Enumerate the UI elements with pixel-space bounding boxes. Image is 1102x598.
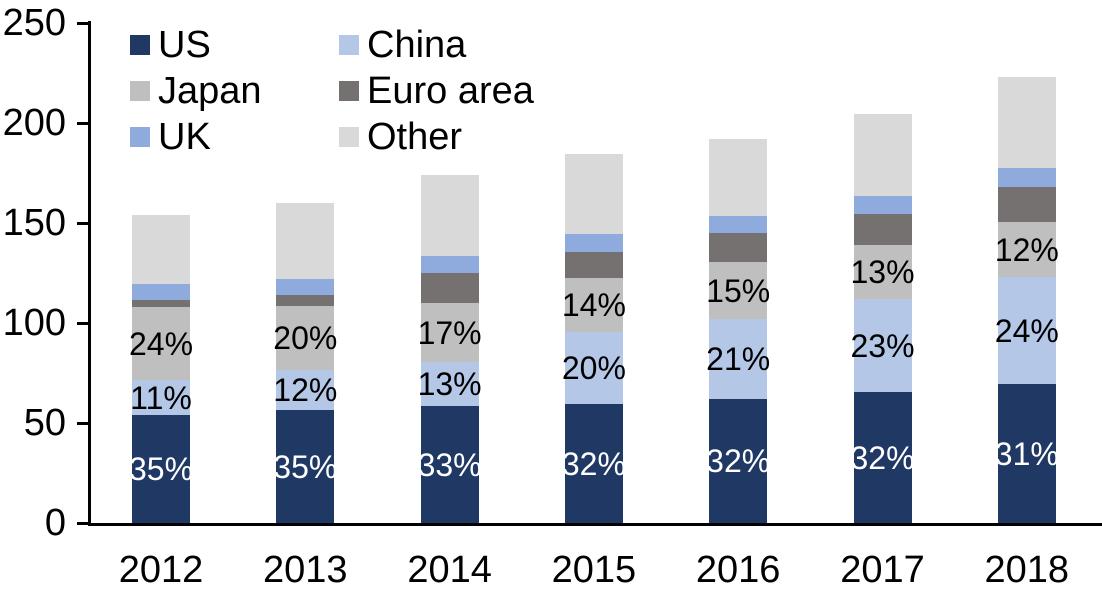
- x-axis-label-2017: 2017: [840, 549, 925, 591]
- bar-segment-other-2018: [997, 77, 1056, 168]
- y-axis-label-250: 250: [2, 2, 66, 44]
- legend-label-uk: UK: [158, 116, 211, 158]
- bar-segment-us-2012: [132, 415, 190, 523]
- bar-segment-japan-2012: [132, 307, 190, 380]
- bar-segment-other-2017: [853, 114, 912, 196]
- bar-label-china-2018: 24%: [994, 312, 1059, 349]
- y-tick-200: [77, 122, 88, 125]
- y-axis-label-50: 50: [23, 402, 66, 444]
- bar-segment-euro-area-2012: [132, 300, 190, 307]
- legend-swatch-euro-area: [339, 81, 359, 101]
- y-tick-150: [77, 222, 88, 225]
- legend-swatch-japan: [130, 81, 150, 101]
- x-axis-label-2018: 2018: [984, 549, 1070, 591]
- y-axis-label-150: 150: [2, 202, 66, 244]
- bar-segment-china-2015: [564, 332, 623, 404]
- bar-label-us-2012: 35%: [128, 451, 194, 487]
- legend-label-euro-area: Euro area: [367, 70, 534, 112]
- bar-segment-uk-2016: [709, 216, 768, 233]
- bar-label-us-2015: 32%: [561, 445, 626, 482]
- bar-segment-japan-2014: [420, 303, 479, 362]
- bar-label-japan-2018: 12%: [994, 231, 1059, 268]
- bar-segment-china-2016: [709, 319, 768, 399]
- bar-segment-euro-area-2018: [997, 187, 1056, 222]
- x-axis-label-2014: 2014: [407, 549, 492, 591]
- bar-segment-euro-area-2015: [564, 252, 623, 278]
- bar-segment-other-2015: [564, 154, 623, 234]
- x-axis-label-2012: 2012: [118, 549, 204, 591]
- x-axis-label-2013: 2013: [263, 549, 348, 591]
- bar-segment-japan-2015: [564, 278, 623, 332]
- legend-label-china: China: [367, 24, 467, 66]
- legend: US China Japan Euro area UK Other: [0, 0, 1102, 170]
- legend-label-japan: Japan: [158, 70, 262, 112]
- bar-label-china-2013: 12%: [273, 372, 338, 408]
- bar-segment-japan-2013: [276, 306, 335, 370]
- x-axis-label-2016: 2016: [695, 549, 781, 591]
- legend-label-other: Other: [367, 116, 463, 158]
- bar-label-china-2016: 21%: [706, 341, 771, 377]
- bar-segment-us-2013: [276, 410, 335, 523]
- bar-segment-uk-2013: [276, 279, 335, 295]
- bar-label-japan-2017: 13%: [850, 254, 915, 290]
- legend-swatch-us: [130, 35, 150, 55]
- bar-segment-us-2018: [997, 384, 1056, 523]
- bar-label-us-2013: 35%: [273, 448, 338, 485]
- legend-label-us: US: [158, 24, 211, 66]
- bar-segment-uk-2015: [564, 234, 623, 252]
- bar-label-japan-2013: 20%: [273, 320, 338, 356]
- bar-segment-us-2016: [709, 399, 768, 523]
- bar-segment-other-2014: [420, 175, 479, 256]
- bar-segment-us-2015: [564, 404, 623, 523]
- bar-label-japan-2012: 24%: [128, 325, 194, 362]
- bar-segment-euro-area-2014: [420, 273, 479, 303]
- bar-label-us-2018: 31%: [994, 435, 1059, 472]
- bar-label-us-2016: 32%: [706, 443, 771, 479]
- legend-swatch-uk: [130, 127, 150, 147]
- bar-label-japan-2015: 14%: [561, 287, 626, 323]
- y-tick-250: [77, 22, 88, 25]
- bar-segment-china-2014: [420, 362, 479, 406]
- bar-label-china-2012: 11%: [130, 379, 192, 416]
- bar-segment-other-2016: [709, 139, 768, 216]
- bar-segment-japan-2016: [709, 262, 768, 319]
- bar-segment-uk-2017: [853, 196, 912, 214]
- y-tick-0: [77, 522, 88, 525]
- legend-swatch-other: [339, 127, 359, 147]
- bar-label-china-2017: 23%: [850, 327, 915, 364]
- bar-segment-us-2017: [853, 392, 912, 523]
- bar-segment-euro-area-2016: [709, 233, 768, 262]
- bar-segment-uk-2012: [132, 284, 190, 300]
- bar-segment-us-2014: [420, 406, 479, 523]
- bar-label-japan-2016: 15%: [706, 272, 771, 309]
- legend-swatch-china: [339, 35, 359, 55]
- bar-segment-other-2012: [132, 215, 190, 284]
- bar-segment-euro-area-2013: [276, 295, 335, 306]
- x-axis-line: [88, 523, 1102, 526]
- bar-segment-uk-2014: [420, 256, 479, 273]
- bar-segment-japan-2017: [853, 245, 912, 299]
- bar-label-china-2015: 20%: [561, 350, 626, 386]
- bar-segment-china-2013: [276, 370, 335, 410]
- x-axis-label-2015: 2015: [551, 549, 637, 591]
- y-axis-line: [88, 21, 91, 526]
- bar-label-japan-2014: 17%: [417, 314, 482, 351]
- bar-label-us-2017: 32%: [850, 439, 915, 476]
- bar-segment-china-2012: [132, 380, 190, 415]
- y-axis-label-200: 200: [2, 102, 66, 144]
- bar-segment-japan-2018: [997, 222, 1056, 277]
- bar-label-china-2014: 13%: [417, 366, 482, 402]
- bar-segment-euro-area-2017: [853, 214, 912, 245]
- bar-segment-uk-2018: [997, 168, 1056, 187]
- bar-segment-other-2013: [276, 203, 335, 279]
- bar-segment-china-2017: [853, 299, 912, 392]
- y-axis-label-100: 100: [2, 302, 66, 344]
- y-tick-100: [77, 322, 88, 325]
- y-tick-50: [77, 422, 88, 425]
- bar-label-us-2014: 33%: [417, 446, 482, 483]
- y-axis-label-0: 0: [44, 502, 66, 544]
- bar-segment-china-2018: [997, 277, 1056, 384]
